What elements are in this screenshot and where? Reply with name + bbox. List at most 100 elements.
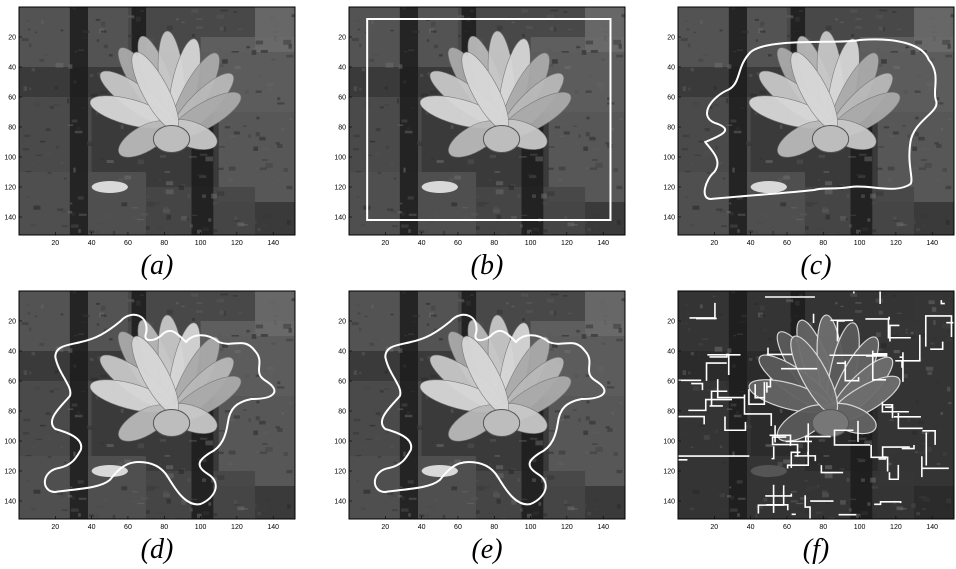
panel-e-plot: 20 40 60 80 100 120 140 20 40 60 80 100 120 140 bbox=[334, 290, 626, 531]
y-tick-label: 140 bbox=[4, 215, 16, 222]
y-tick-label: 140 bbox=[334, 499, 346, 506]
y-tick-label: 20 bbox=[338, 35, 346, 42]
x-tick-label: 140 bbox=[267, 240, 279, 247]
y-tick-label: 60 bbox=[8, 95, 16, 102]
panel-a: 20 40 60 80 100 120 140 20 40 60 80 100 120 140 bbox=[1, 1, 313, 249]
x-tick-label: 120 bbox=[231, 240, 243, 247]
x-tick-label: 140 bbox=[926, 524, 938, 531]
x-tick-label: 60 bbox=[783, 240, 791, 247]
y-tick-label: 80 bbox=[8, 409, 16, 416]
init-rectangle bbox=[366, 18, 612, 221]
panel-caption: (f) bbox=[802, 534, 830, 565]
y-tick-label: 100 bbox=[663, 155, 675, 162]
x-tick-label: 40 bbox=[88, 240, 96, 247]
x-tick-label: 20 bbox=[381, 240, 389, 247]
y-tick-label: 120 bbox=[334, 185, 346, 192]
y-tick-label: 40 bbox=[8, 349, 16, 356]
panel-caption: (d) bbox=[140, 534, 174, 565]
panel-f-plot: 20 40 60 80 100 120 140 20 40 60 80 100 120 140 bbox=[663, 290, 955, 531]
x-tick-label: 20 bbox=[710, 524, 718, 531]
flower-image bbox=[349, 7, 625, 235]
x-tick-label: 40 bbox=[747, 240, 755, 247]
x-tick-label: 100 bbox=[195, 240, 207, 247]
y-tick-label: 20 bbox=[667, 319, 675, 326]
x-tick-label: 120 bbox=[890, 240, 902, 247]
x-tick-label: 100 bbox=[195, 524, 207, 531]
y-tick-label: 60 bbox=[667, 379, 675, 386]
x-tick-label: 40 bbox=[747, 524, 755, 531]
y-tick-label: 80 bbox=[667, 125, 675, 132]
panel-b-plot: 20 40 60 80 100 120 140 20 40 60 80 100 120 140 bbox=[334, 6, 626, 247]
y-tick-label: 40 bbox=[667, 65, 675, 72]
y-tick-label: 20 bbox=[667, 35, 675, 42]
x-tick-label: 60 bbox=[124, 240, 132, 247]
panel-caption: (c) bbox=[800, 250, 832, 281]
x-tick-label: 100 bbox=[854, 524, 866, 531]
x-tick-label: 20 bbox=[51, 524, 59, 531]
y-tick-label: 120 bbox=[663, 469, 675, 476]
flower-image bbox=[349, 291, 625, 519]
panel-caption: (b) bbox=[470, 250, 504, 281]
x-tick-label: 20 bbox=[381, 524, 389, 531]
contour bbox=[375, 315, 605, 505]
panel-c: 20 40 60 80 100 120 140 20 40 60 80 100 120 140 bbox=[660, 1, 956, 249]
x-tick-label: 80 bbox=[490, 240, 498, 247]
x-tick-label: 80 bbox=[490, 524, 498, 531]
panel-a-plot: 20 40 60 80 100 120 140 20 40 60 80 100 120 140 bbox=[4, 6, 296, 247]
y-tick-label: 40 bbox=[8, 65, 16, 72]
y-tick-label: 60 bbox=[667, 95, 675, 102]
panel-caption: (a) bbox=[140, 250, 174, 281]
y-tick-label: 120 bbox=[663, 185, 675, 192]
x-tick-label: 40 bbox=[88, 524, 96, 531]
y-tick-label: 120 bbox=[4, 185, 16, 192]
y-tick-label: 20 bbox=[8, 319, 16, 326]
x-tick-label: 20 bbox=[710, 240, 718, 247]
y-tick-label: 80 bbox=[8, 125, 16, 132]
y-tick-label: 140 bbox=[4, 499, 16, 506]
flower-image bbox=[678, 291, 954, 519]
y-tick-label: 40 bbox=[338, 65, 346, 72]
y-tick-label: 120 bbox=[4, 469, 16, 476]
y-tick-label: 80 bbox=[667, 409, 675, 416]
y-tick-label: 140 bbox=[663, 499, 675, 506]
x-tick-label: 100 bbox=[525, 524, 537, 531]
x-tick-label: 140 bbox=[926, 240, 938, 247]
y-tick-label: 100 bbox=[663, 439, 675, 446]
x-tick-label: 40 bbox=[418, 524, 426, 531]
x-tick-label: 40 bbox=[418, 240, 426, 247]
x-tick-label: 140 bbox=[597, 524, 609, 531]
x-tick-label: 80 bbox=[160, 524, 168, 531]
x-tick-label: 60 bbox=[454, 524, 462, 531]
panel-b: 20 40 60 80 100 120 140 20 40 60 80 100 120 140 bbox=[331, 1, 643, 249]
y-tick-label: 100 bbox=[334, 439, 346, 446]
panel-caption: (e) bbox=[471, 534, 503, 565]
x-tick-label: 120 bbox=[561, 240, 573, 247]
y-tick-label: 140 bbox=[334, 215, 346, 222]
contour bbox=[705, 39, 937, 199]
x-tick-label: 80 bbox=[160, 240, 168, 247]
x-tick-label: 60 bbox=[124, 524, 132, 531]
y-tick-label: 140 bbox=[663, 215, 675, 222]
y-tick-label: 80 bbox=[338, 409, 346, 416]
x-tick-label: 140 bbox=[267, 524, 279, 531]
x-tick-label: 100 bbox=[854, 240, 866, 247]
y-tick-label: 100 bbox=[334, 155, 346, 162]
y-tick-label: 40 bbox=[338, 349, 346, 356]
x-tick-label: 140 bbox=[597, 240, 609, 247]
x-tick-label: 80 bbox=[819, 524, 827, 531]
y-tick-label: 100 bbox=[4, 155, 16, 162]
x-tick-label: 60 bbox=[783, 524, 791, 531]
panel-c-plot: 20 40 60 80 100 120 140 20 40 60 80 100 120 140 bbox=[663, 6, 955, 247]
y-tick-label: 40 bbox=[667, 349, 675, 356]
panel-f: 20 40 60 80 100 120 140 20 40 60 80 100 120 140 bbox=[660, 285, 956, 533]
x-tick-label: 120 bbox=[231, 524, 243, 531]
x-tick-label: 80 bbox=[819, 240, 827, 247]
panel-d: 20 40 60 80 100 120 140 20 40 60 80 100 120 140 bbox=[1, 285, 313, 533]
y-tick-label: 60 bbox=[338, 379, 346, 386]
x-tick-label: 100 bbox=[525, 240, 537, 247]
panel-e: 20 40 60 80 100 120 140 20 40 60 80 100 120 140 bbox=[331, 285, 643, 533]
y-tick-label: 120 bbox=[334, 469, 346, 476]
y-tick-label: 100 bbox=[4, 439, 16, 446]
flower-image bbox=[19, 7, 295, 235]
x-tick-label: 120 bbox=[890, 524, 902, 531]
